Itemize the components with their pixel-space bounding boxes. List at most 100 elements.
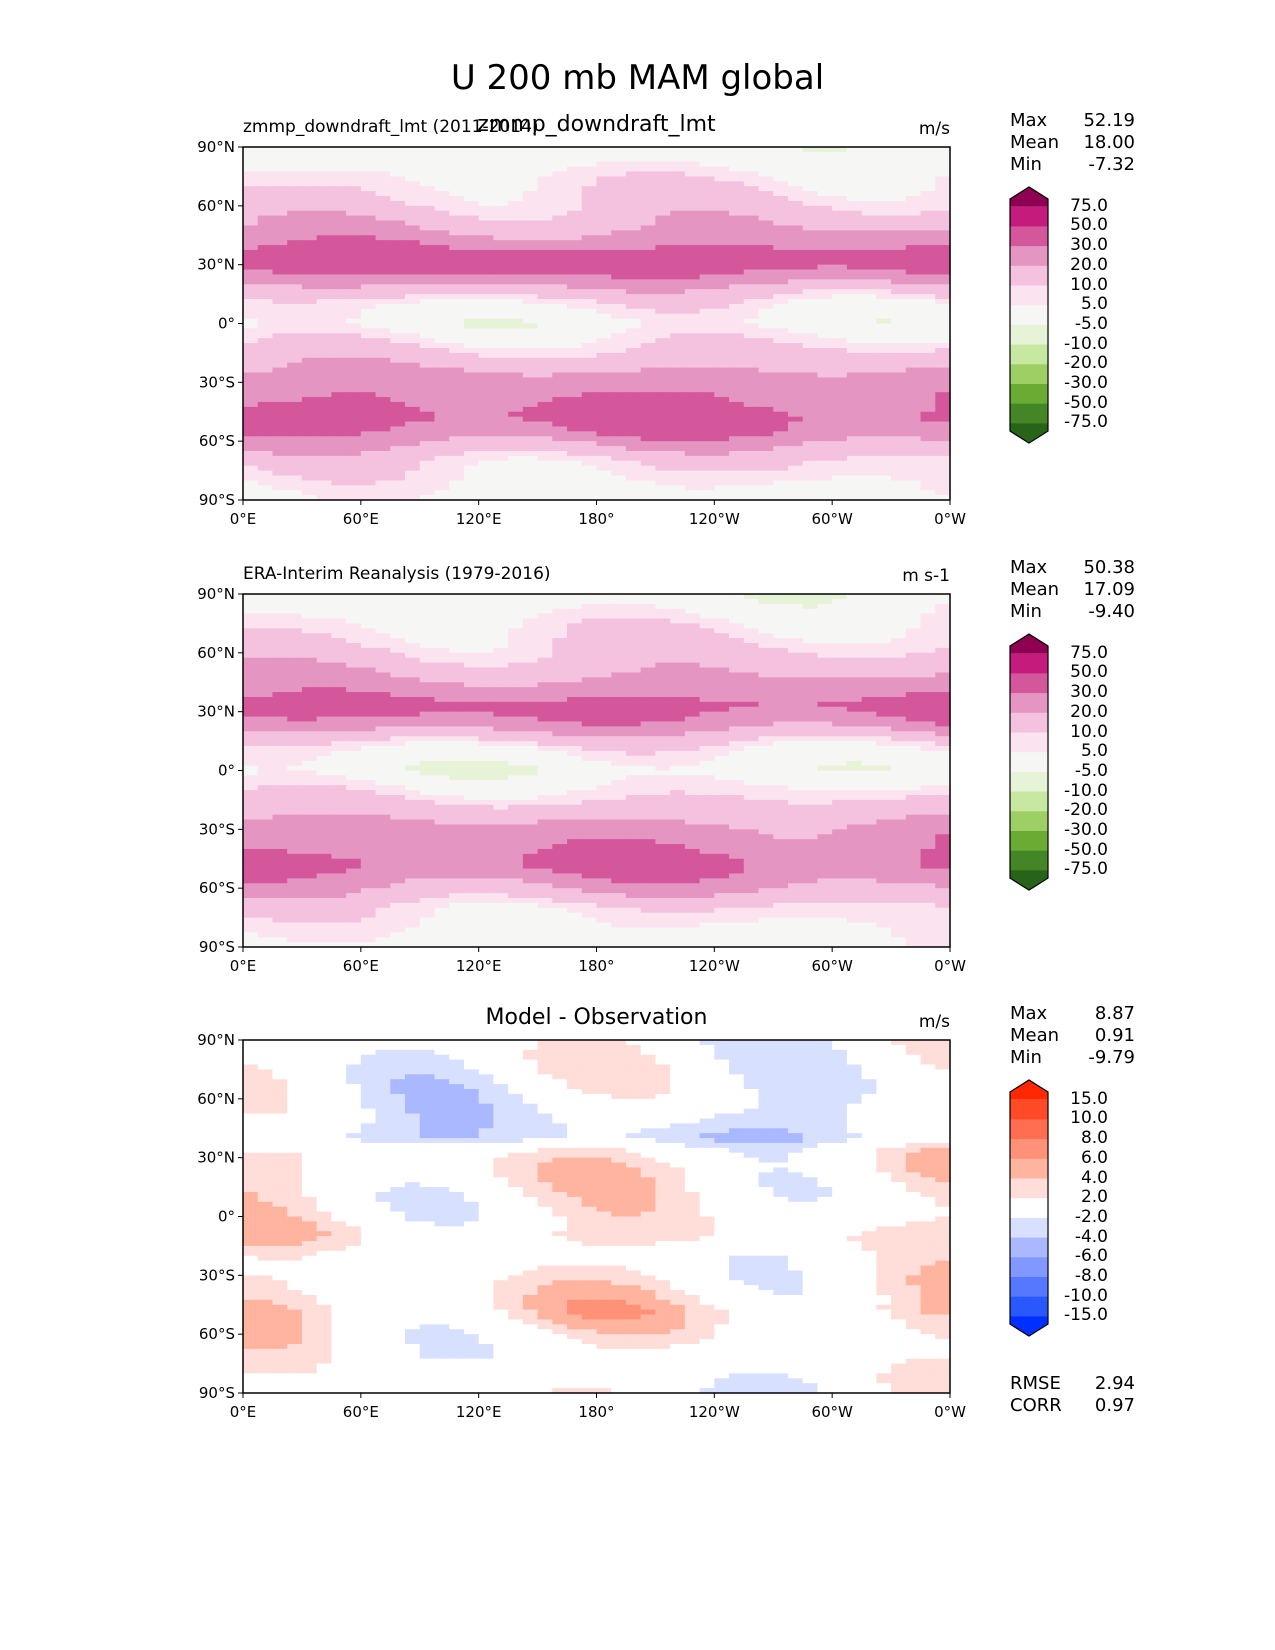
field-cell	[670, 156, 686, 163]
field-cell	[714, 308, 730, 315]
field-cell	[846, 294, 863, 300]
field-cell	[787, 450, 804, 457]
field-cell	[405, 254, 421, 261]
field-cell	[434, 313, 450, 320]
field-cell	[493, 343, 509, 349]
field-cell	[522, 382, 539, 388]
field-cell	[567, 672, 583, 678]
field-cell	[684, 166, 701, 173]
field-cell	[920, 701, 936, 708]
field-cell	[714, 618, 730, 625]
field-cell	[758, 343, 774, 349]
field-cell	[905, 298, 922, 305]
field-cell	[478, 397, 494, 403]
field-cell	[434, 455, 450, 462]
field-cell	[655, 682, 671, 688]
field-cell	[434, 303, 450, 310]
field-cell	[375, 343, 391, 349]
field-cell	[743, 362, 760, 369]
field-cell	[596, 259, 612, 266]
field-cell	[684, 446, 701, 452]
field-cell	[478, 495, 494, 501]
field-cell	[670, 480, 686, 486]
field-cell	[832, 225, 848, 231]
field-cell	[243, 726, 259, 732]
field-cell	[567, 716, 583, 723]
field-cell	[773, 176, 789, 182]
field-cell	[272, 436, 288, 442]
field-cell	[272, 357, 288, 364]
field-cell	[346, 657, 362, 664]
field-cell	[360, 161, 377, 168]
field-cell	[699, 736, 715, 742]
field-cell	[832, 343, 848, 349]
field-cell	[449, 382, 465, 388]
field-cell	[670, 151, 686, 158]
field-cell	[905, 721, 922, 727]
field-cell	[463, 647, 480, 654]
field-cell	[360, 598, 377, 605]
field-cell	[684, 490, 701, 496]
field-cell	[390, 667, 406, 674]
field-cell	[625, 298, 642, 305]
field-cell	[493, 181, 509, 187]
field-cell	[640, 230, 657, 236]
y-tick-label: 90°S	[199, 491, 235, 509]
field-cell	[522, 205, 539, 212]
field-cell	[758, 348, 774, 354]
field-cell	[611, 156, 627, 163]
field-cell	[714, 652, 730, 659]
field-cell	[861, 652, 877, 659]
field-cell	[478, 382, 494, 388]
field-cell	[935, 667, 951, 674]
field-cell	[935, 672, 951, 678]
field-cell	[684, 696, 701, 703]
field-cell	[846, 308, 863, 315]
field-cell	[243, 176, 259, 182]
field-cell	[817, 245, 833, 251]
field-cell	[625, 348, 642, 354]
field-cell	[257, 387, 274, 393]
field-cell	[552, 151, 568, 158]
field-cell	[684, 485, 701, 491]
field-cell	[876, 240, 892, 246]
field-cell	[257, 480, 274, 486]
field-cell	[640, 225, 657, 231]
field-cell	[655, 401, 671, 408]
field-cell	[434, 608, 450, 615]
colorbar-swatch	[1010, 305, 1048, 326]
field-cell	[846, 667, 863, 674]
field-cell	[625, 687, 642, 693]
field-cell	[861, 387, 877, 393]
field-cell	[522, 387, 539, 393]
field-cell	[463, 357, 480, 364]
field-cell	[876, 147, 892, 153]
field-cell	[567, 731, 583, 737]
field-cell	[743, 240, 760, 246]
field-cell	[287, 603, 303, 610]
field-cell	[346, 647, 362, 654]
field-cell	[419, 633, 436, 639]
field-cell	[243, 613, 259, 620]
field-cell	[596, 643, 612, 649]
field-cell	[596, 303, 612, 310]
field-cell	[920, 264, 936, 271]
field-cell	[846, 726, 863, 732]
field-cell	[876, 171, 892, 178]
field-cell	[611, 643, 627, 649]
field-cell	[508, 171, 524, 178]
field-cell	[640, 426, 657, 432]
field-cell	[316, 613, 332, 620]
field-cell	[375, 269, 391, 276]
field-cell	[243, 696, 259, 703]
field-cell	[773, 495, 789, 501]
field-cell	[331, 166, 347, 173]
field-cell	[640, 318, 657, 325]
field-cell	[817, 387, 833, 393]
field-cell	[508, 446, 524, 452]
field-cell	[787, 196, 804, 202]
field-cell	[758, 372, 774, 379]
field-cell	[920, 711, 936, 718]
field-cell	[758, 303, 774, 310]
field-cell	[493, 485, 509, 491]
